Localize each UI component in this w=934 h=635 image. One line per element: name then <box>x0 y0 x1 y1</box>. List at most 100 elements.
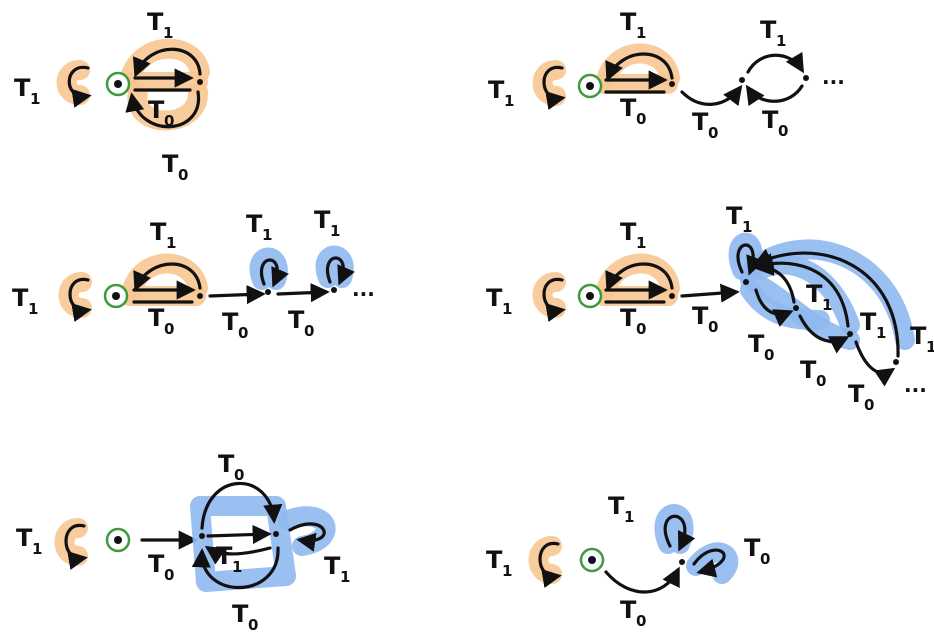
ellipsis-p4: ... <box>904 373 927 397</box>
svg-text:1: 1 <box>232 558 242 576</box>
svg-text:0: 0 <box>238 324 248 342</box>
svg-text:0: 0 <box>636 110 646 128</box>
svg-text:1: 1 <box>262 226 272 244</box>
svg-text:0: 0 <box>304 322 314 340</box>
svg-text:0: 0 <box>708 318 718 336</box>
ellipsis-p2: ... <box>822 65 845 89</box>
svg-text:T: T <box>232 600 249 628</box>
svg-text:T: T <box>147 8 164 36</box>
svg-text:T: T <box>910 322 927 350</box>
svg-text:T: T <box>12 284 29 312</box>
ellipsis-p3: ... <box>352 277 375 301</box>
svg-text:0: 0 <box>760 550 770 568</box>
svg-text:T: T <box>620 8 637 36</box>
svg-text:T: T <box>486 284 503 312</box>
svg-text:1: 1 <box>822 296 832 314</box>
svg-text:T: T <box>748 330 765 358</box>
svg-text:T: T <box>620 94 637 122</box>
svg-text:T: T <box>692 302 709 330</box>
svg-text:T: T <box>148 304 165 332</box>
svg-text:0: 0 <box>178 166 188 184</box>
svg-text:T: T <box>488 76 505 104</box>
svg-text:0: 0 <box>816 372 826 390</box>
svg-text:T: T <box>162 150 179 178</box>
svg-text:T: T <box>246 210 263 238</box>
svg-text:1: 1 <box>926 338 934 356</box>
svg-text:T: T <box>744 534 761 562</box>
svg-text:T: T <box>608 492 625 520</box>
svg-text:T: T <box>216 542 233 570</box>
svg-text:T: T <box>860 308 877 336</box>
svg-text:0: 0 <box>248 616 258 634</box>
svg-text:T: T <box>692 108 709 136</box>
svg-text:T: T <box>148 550 165 578</box>
svg-text:1: 1 <box>876 324 886 342</box>
svg-text:T: T <box>148 96 165 124</box>
svg-text:1: 1 <box>340 568 350 586</box>
svg-text:1: 1 <box>624 508 634 526</box>
svg-text:0: 0 <box>164 112 174 130</box>
svg-text:T: T <box>762 106 779 134</box>
svg-text:0: 0 <box>764 346 774 364</box>
svg-text:T: T <box>288 306 305 334</box>
svg-text:T: T <box>620 218 637 246</box>
svg-text:1: 1 <box>28 300 38 318</box>
svg-text:T: T <box>726 202 743 230</box>
svg-text:T: T <box>486 546 503 574</box>
svg-text:1: 1 <box>330 222 340 240</box>
svg-text:0: 0 <box>164 320 174 338</box>
svg-text:T: T <box>150 218 167 246</box>
svg-text:1: 1 <box>504 92 514 110</box>
svg-text:1: 1 <box>166 234 176 252</box>
svg-text:T: T <box>218 450 235 478</box>
svg-text:T: T <box>324 552 341 580</box>
svg-text:T: T <box>222 308 239 336</box>
svg-text:T: T <box>620 304 637 332</box>
svg-text:T: T <box>16 524 33 552</box>
svg-text:T: T <box>620 596 637 624</box>
svg-text:0: 0 <box>636 612 646 630</box>
svg-text:1: 1 <box>32 540 42 558</box>
svg-text:T: T <box>14 74 31 102</box>
svg-text:0: 0 <box>164 566 174 584</box>
svg-text:T: T <box>314 206 331 234</box>
svg-text:T: T <box>760 16 777 44</box>
svg-text:0: 0 <box>234 466 244 484</box>
